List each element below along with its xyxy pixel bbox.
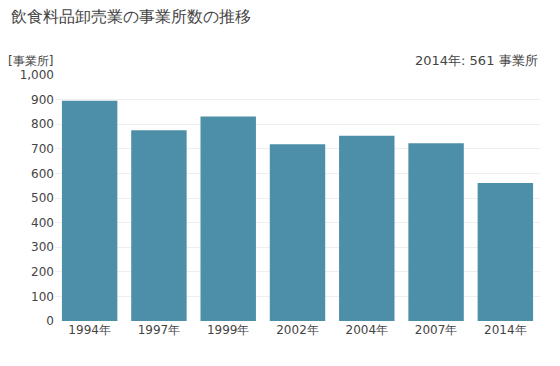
svg-text:2002年: 2002年 bbox=[276, 323, 319, 337]
svg-text:100: 100 bbox=[31, 290, 54, 304]
svg-text:200: 200 bbox=[31, 265, 54, 279]
svg-text:2014年: 2014年 bbox=[484, 323, 527, 337]
svg-text:600: 600 bbox=[31, 167, 54, 181]
svg-text:0: 0 bbox=[46, 314, 54, 328]
svg-text:1997年: 1997年 bbox=[138, 323, 181, 337]
svg-text:[事業所]: [事業所] bbox=[8, 54, 53, 68]
svg-text:2004年: 2004年 bbox=[346, 323, 389, 337]
svg-text:1999年: 1999年 bbox=[207, 323, 250, 337]
svg-text:400: 400 bbox=[31, 216, 54, 230]
svg-text:2007年: 2007年 bbox=[415, 323, 458, 337]
svg-text:1994年: 1994年 bbox=[68, 323, 111, 337]
svg-text:300: 300 bbox=[31, 240, 54, 254]
svg-text:500: 500 bbox=[31, 191, 54, 205]
svg-text:2014年: 561 事業所: 2014年: 561 事業所 bbox=[415, 53, 538, 68]
svg-text:1,000: 1,000 bbox=[20, 68, 54, 82]
svg-text:飲食料品卸売業の事業所数の推移: 飲食料品卸売業の事業所数の推移 bbox=[11, 7, 251, 26]
svg-text:900: 900 bbox=[31, 93, 54, 107]
svg-text:800: 800 bbox=[31, 117, 54, 131]
svg-text:700: 700 bbox=[31, 142, 54, 156]
